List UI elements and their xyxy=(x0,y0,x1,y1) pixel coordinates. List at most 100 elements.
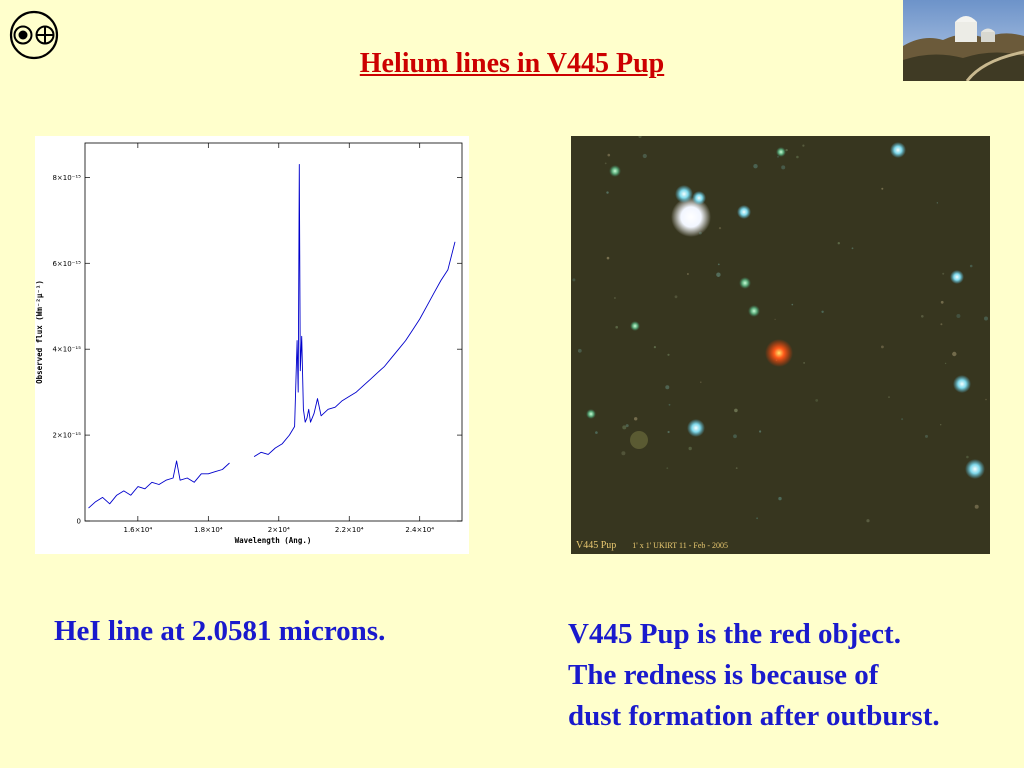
faint-star xyxy=(717,263,720,266)
faint-star xyxy=(668,403,671,406)
observatory-photo xyxy=(903,0,1024,81)
faint-star xyxy=(606,191,609,194)
faint-star xyxy=(642,153,647,159)
spectrum-chart-svg: 0 2×10⁻¹⁵ 4×10⁻¹⁵ 6×10⁻¹⁵ 8×10⁻¹⁵ 1.6×10⁴ 1.8… xyxy=(35,142,463,545)
faint-star xyxy=(940,424,942,426)
star xyxy=(950,270,964,284)
x-tick-label: 1.6×10⁴ xyxy=(123,526,152,534)
faint-star xyxy=(936,202,938,204)
faint-star xyxy=(653,346,656,349)
y-tick-label: 2×10⁻¹⁵ xyxy=(52,432,81,440)
y-axis-label: Observed flux (Wm⁻²μ⁻¹) xyxy=(35,280,44,384)
slide-title: Helium lines in V445 Pup xyxy=(0,48,1024,80)
spectrum-series-line xyxy=(88,460,230,509)
faint-star xyxy=(718,227,722,230)
bright-white-star xyxy=(671,197,711,237)
v445-pup-sky-image: V445 Pup 1' x 1' UKIRT 11 - Feb - 2005 xyxy=(571,136,990,554)
faint-star xyxy=(851,247,854,250)
faint-star xyxy=(944,362,947,365)
faint-star xyxy=(984,316,988,321)
faint-star xyxy=(821,310,824,313)
faint-star xyxy=(634,417,638,421)
plot-frame xyxy=(84,142,463,522)
faint-star xyxy=(796,155,799,159)
y-tick-label: 6×10⁻¹⁵ xyxy=(52,260,81,268)
faint-star xyxy=(716,272,721,277)
star xyxy=(630,321,640,331)
y-tick-label: 4×10⁻¹⁵ xyxy=(52,346,81,354)
faint-star xyxy=(625,424,629,428)
star xyxy=(737,205,751,219)
faint-star xyxy=(735,467,738,469)
faint-star xyxy=(759,430,762,433)
faint-star xyxy=(802,144,805,147)
faint-star xyxy=(985,398,987,401)
faint-star xyxy=(604,162,607,165)
caption-right: V445 Pup is the red object. The redness … xyxy=(568,614,940,737)
faint-star xyxy=(791,303,794,306)
sky-label-object: V445 Pup xyxy=(576,540,617,551)
faint-star xyxy=(901,418,904,421)
faint-star xyxy=(925,434,928,438)
star xyxy=(890,142,906,158)
faint-star xyxy=(781,165,786,170)
faint-star xyxy=(613,297,616,299)
x-tick-label: 2×10⁴ xyxy=(268,526,290,534)
star xyxy=(687,419,705,437)
faint-star xyxy=(595,431,598,434)
spectrum-series-line xyxy=(253,164,456,457)
caption-right-line: dust formation after outburst. xyxy=(568,700,940,732)
x-tick-label: 2.4×10⁴ xyxy=(405,526,434,534)
faint-star xyxy=(952,351,957,357)
faint-star xyxy=(638,136,642,138)
faint-star xyxy=(700,381,702,383)
faint-star xyxy=(837,242,840,245)
faint-star xyxy=(621,451,626,456)
faint-star xyxy=(607,153,611,157)
faint-star xyxy=(665,385,670,390)
sky-image-label: V445 Pup 1' x 1' UKIRT 11 - Feb - 2005 xyxy=(576,540,728,551)
star xyxy=(953,375,971,393)
faint-star xyxy=(881,345,884,349)
star xyxy=(739,277,751,289)
faint-star xyxy=(969,264,973,268)
y-tick-label: 0 xyxy=(77,518,81,526)
faint-stars xyxy=(572,136,988,523)
faint-star xyxy=(921,315,924,318)
star xyxy=(675,185,693,203)
caption-right-line: The redness is because of xyxy=(568,659,879,691)
faint-star xyxy=(622,425,627,430)
faint-star xyxy=(940,300,944,304)
v445-pup-red-star xyxy=(765,339,793,367)
faint-star xyxy=(688,446,692,451)
x-tick-label: 2.2×10⁴ xyxy=(335,526,364,534)
faint-star xyxy=(866,519,870,523)
caption-right-line: V445 Pup is the red object. xyxy=(568,618,901,650)
faint-star xyxy=(572,278,576,282)
faint-star xyxy=(666,467,669,470)
faint-star xyxy=(974,504,979,509)
star xyxy=(965,459,985,479)
star xyxy=(776,147,786,157)
faint-star xyxy=(734,408,738,413)
x-axis-label: Wavelength (Ang.) xyxy=(235,536,312,545)
faint-star xyxy=(803,362,805,364)
faint-star xyxy=(733,434,737,439)
circle-dot-cross-logo-icon xyxy=(9,10,59,60)
faint-star xyxy=(753,164,758,169)
faint-star xyxy=(577,348,582,353)
star xyxy=(748,305,760,317)
faint-star xyxy=(756,517,758,520)
y-tick-label: 8×10⁻¹⁵ xyxy=(52,174,81,182)
faint-star xyxy=(686,273,689,275)
faint-star xyxy=(667,430,670,434)
faint-star xyxy=(615,325,618,329)
faint-star xyxy=(815,399,819,402)
faint-star xyxy=(606,256,610,260)
caption-left: HeI line at 2.0581 microns. xyxy=(54,615,386,647)
star xyxy=(630,431,648,449)
star xyxy=(692,191,706,205)
spectrum-chart: 0 2×10⁻¹⁵ 4×10⁻¹⁵ 6×10⁻¹⁵ 8×10⁻¹⁵ 1.6×10⁴ 1.8… xyxy=(35,136,469,554)
starfield xyxy=(572,136,988,523)
star xyxy=(609,165,621,177)
